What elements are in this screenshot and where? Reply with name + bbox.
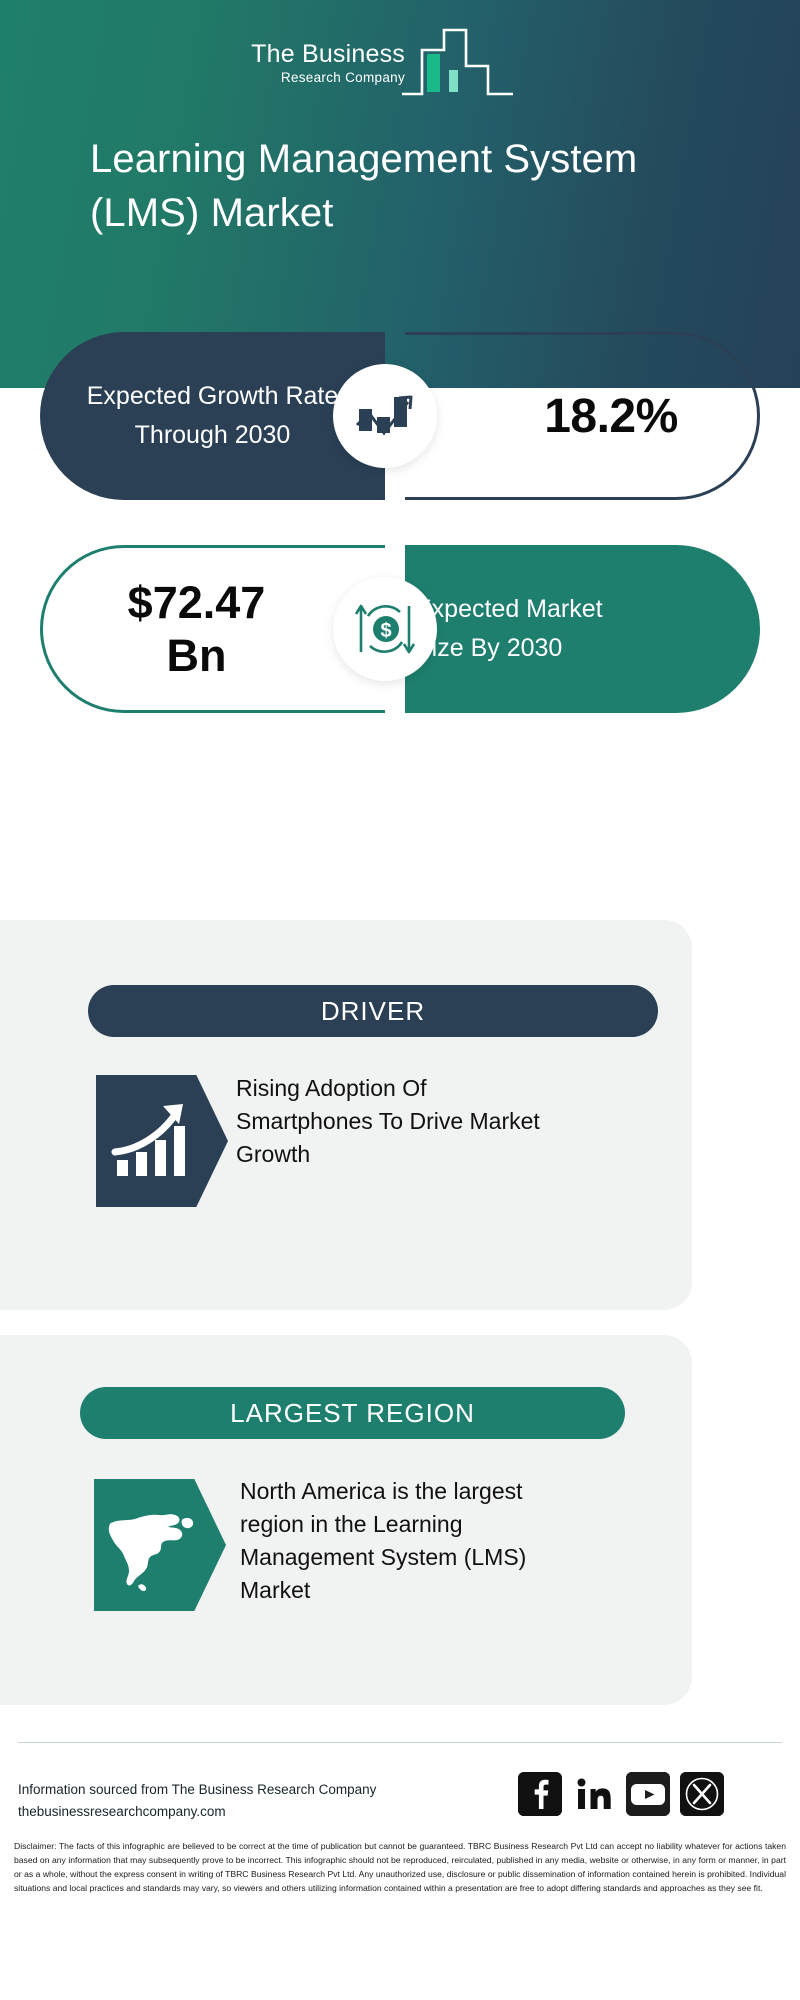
- footer-source-line-1: Information sourced from The Business Re…: [18, 1782, 377, 1797]
- facebook-icon[interactable]: [518, 1772, 562, 1816]
- stat-label: Expected Market Size By 2030: [415, 594, 603, 663]
- dollar-exchange-icon: $: [333, 577, 437, 681]
- svg-text:$: $: [380, 620, 391, 642]
- logo-line-2: Research Company: [280, 70, 405, 85]
- stat-card-growth-rate: Expected Growth Rate Through 2030 18.2%: [40, 332, 760, 500]
- stat-value: 18.2%: [544, 389, 678, 443]
- driver-pill-label: DRIVER: [320, 995, 426, 1026]
- largest-region-panel: LARGEST REGION North America is the larg…: [0, 1335, 692, 1705]
- stat-card-value-block: $72.47 Bn: [40, 545, 385, 713]
- stat-card-market-size: $72.47 Bn Expected Market Size By 2030 $: [40, 545, 760, 713]
- logo-line-1: The Business: [251, 40, 405, 68]
- largest-region-pill-label: LARGEST REGION: [230, 1397, 475, 1428]
- north-america-map-icon: [94, 1479, 226, 1611]
- company-logo: The Business Research Company: [215, 24, 515, 102]
- youtube-icon[interactable]: [626, 1772, 670, 1816]
- header-banner: The Business Research Company Learning M…: [0, 0, 800, 388]
- bar-chart-growth-icon: [333, 364, 437, 468]
- growth-bars-arrow-icon: [96, 1075, 228, 1207]
- stat-value: $72.47 Bn: [127, 576, 266, 681]
- stat-label: Expected Growth Rate Through 2030: [86, 381, 339, 450]
- stat-card-label-block: Expected Market Size By 2030: [405, 545, 760, 713]
- logo-wordmark: The Business Research Company: [215, 42, 405, 85]
- logo-bar-chart-icon: [400, 24, 515, 107]
- stat-card-value-block: 18.2%: [405, 332, 760, 500]
- driver-pill: DRIVER: [88, 985, 658, 1037]
- footer-divider: [18, 1742, 782, 1743]
- driver-text: Rising Adoption Of Smartphones To Drive …: [236, 1075, 540, 1167]
- disclaimer-text: Disclaimer: The facts of this infographi…: [14, 1841, 786, 1893]
- linkedin-icon[interactable]: [572, 1772, 616, 1816]
- footer-source: Information sourced from The Business Re…: [18, 1779, 458, 1823]
- largest-region-text: North America is the largest region in t…: [240, 1478, 527, 1603]
- x-twitter-icon[interactable]: [680, 1772, 724, 1816]
- page-title: Learning Management System (LMS) Market: [90, 137, 638, 235]
- largest-region-pill: LARGEST REGION: [80, 1387, 625, 1439]
- driver-panel: DRIVER Rising Adoption Of Smartphones To…: [0, 920, 692, 1310]
- social-links: [518, 1772, 786, 1818]
- footer-source-line-2[interactable]: thebusinessresearchcompany.com: [18, 1803, 226, 1819]
- stat-card-label-block: Expected Growth Rate Through 2030: [40, 332, 385, 500]
